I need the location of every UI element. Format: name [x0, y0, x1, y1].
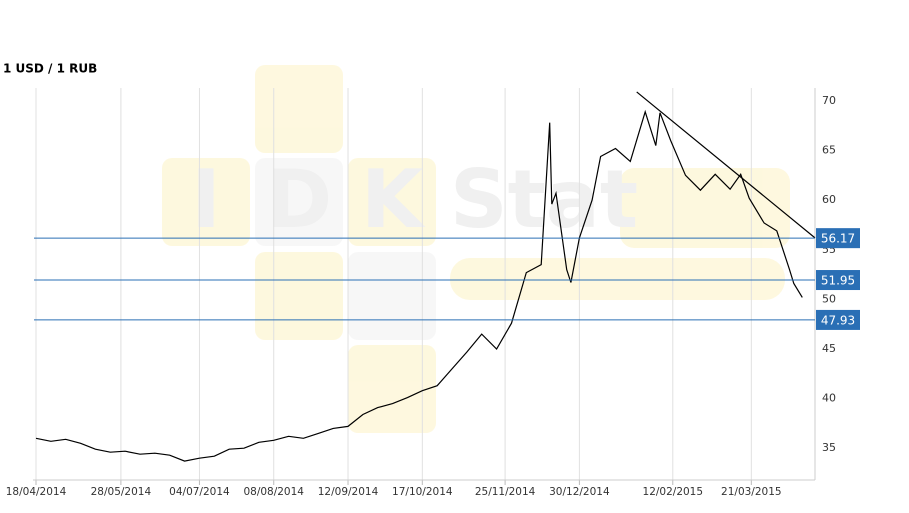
level-label: 47.93 — [821, 313, 855, 327]
watermark: I D K Stat — [162, 65, 790, 433]
y-tick-label: 50 — [822, 292, 836, 305]
level-badge — [816, 228, 860, 249]
x-tick-label: 18/04/2014 — [6, 486, 67, 498]
level-label: 51.95 — [821, 274, 855, 288]
x-tick-label: 28/05/2014 — [91, 486, 152, 498]
x-tick-label: 04/07/2014 — [169, 486, 230, 498]
x-tick-label: 25/11/2014 — [475, 486, 536, 498]
x-tick-label: 30/12/2014 — [549, 486, 610, 498]
watermark-letter: D — [266, 153, 332, 246]
chart-title: 1 USD / 1 RUB — [3, 62, 97, 76]
watermark-word: Stat — [450, 153, 638, 246]
watermark-letter: I — [191, 153, 221, 246]
level-badge — [816, 270, 860, 291]
y-tick-label: 70 — [822, 94, 836, 107]
x-tick-label: 08/08/2014 — [243, 486, 304, 498]
x-tick-label: 21/03/2015 — [721, 486, 782, 498]
y-tick-label: 35 — [822, 441, 836, 454]
level-label: 56.17 — [821, 232, 855, 246]
y-tick-label: 65 — [822, 144, 836, 157]
x-tick-label: 12/09/2014 — [318, 486, 379, 498]
price-line — [35, 109, 803, 462]
level-badge — [816, 309, 860, 330]
trend-line — [636, 91, 816, 239]
x-tick-label: 12/02/2015 — [643, 486, 704, 498]
y-tick-label: 60 — [822, 193, 836, 206]
x-tick-label: 17/10/2014 — [392, 486, 453, 498]
watermark-letter: K — [361, 153, 426, 246]
plot: 18/04/2014 28/05/2014 04/07/2014 08/08/2014… — [6, 88, 860, 498]
y-tick-label: 45 — [822, 342, 836, 355]
y-tick-label: 40 — [822, 392, 836, 405]
